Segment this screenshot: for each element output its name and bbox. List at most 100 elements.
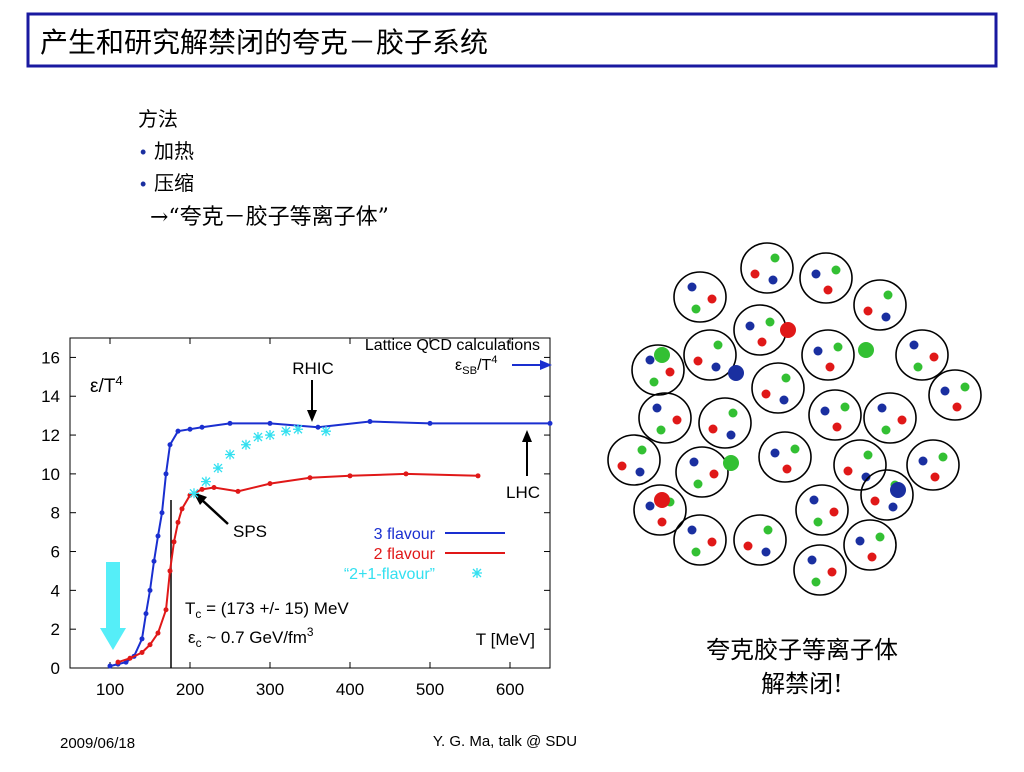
quark [790, 444, 800, 454]
annotation: RHIC [292, 359, 334, 378]
sb-label-part: ε [455, 357, 462, 374]
quark [809, 495, 819, 505]
y-tick-label: 16 [41, 348, 60, 367]
star-point [253, 432, 263, 442]
data-point [167, 568, 173, 574]
hadron [808, 389, 862, 441]
quark [709, 469, 719, 479]
data-point [175, 519, 181, 525]
y-axis-label: ε/T4​ [90, 373, 123, 397]
y-tick-label: 12 [41, 426, 60, 445]
sb-label-part: 4 [491, 354, 497, 366]
quark [888, 502, 898, 512]
quark [770, 448, 780, 458]
x-tick-label: 100 [96, 680, 124, 699]
quark [870, 496, 880, 506]
hadron [833, 439, 887, 491]
x-tick-label: 500 [416, 680, 444, 699]
quark [930, 472, 940, 482]
quark [832, 422, 842, 432]
hadron [631, 344, 685, 396]
quark [863, 306, 873, 316]
quark [843, 466, 853, 476]
y-axis-label-part: 4 [115, 373, 122, 388]
data-point [107, 663, 113, 669]
hadron [683, 329, 737, 381]
hadron [751, 362, 805, 414]
quark [757, 337, 767, 347]
cyan-arrow-head [100, 628, 126, 650]
y-tick-label: 10 [41, 465, 60, 484]
plot-frame [69, 337, 551, 669]
hadron [733, 514, 787, 566]
quark [657, 517, 667, 527]
quark [867, 552, 877, 562]
star-point [189, 488, 199, 499]
data-point [139, 649, 145, 655]
x-tick-label: 200 [176, 680, 204, 699]
quark [637, 445, 647, 455]
arrow-head [522, 430, 532, 442]
quark [761, 547, 771, 557]
quark [813, 346, 823, 356]
data-point [179, 506, 185, 512]
quark [875, 532, 885, 542]
data-point [143, 611, 149, 617]
quark [807, 555, 817, 565]
hadron [673, 271, 727, 323]
legend-label: 3 flavour [374, 526, 436, 543]
ec-text-part: c [196, 636, 202, 650]
hadron [795, 484, 849, 536]
bullet-item: 压缩 [154, 171, 194, 195]
quark [713, 340, 723, 350]
quark [820, 406, 830, 416]
quark [781, 373, 791, 383]
y-tick-label: 8 [51, 504, 60, 523]
quark [689, 457, 699, 467]
ec-text-part: 3 [307, 625, 314, 639]
quark [811, 269, 821, 279]
cyan-arrow [106, 562, 120, 630]
quark [960, 382, 970, 392]
data-point [347, 473, 353, 479]
gluon [728, 365, 744, 381]
tc-text-part: T [185, 599, 195, 618]
slide-title: 产生和研究解禁闭的夸克－胶子系统 [40, 26, 488, 59]
quark [665, 367, 675, 377]
arrow [201, 499, 229, 525]
quark [617, 461, 627, 471]
quark [952, 402, 962, 412]
quark [909, 340, 919, 350]
ec-text: εc​ ~ 0.7 GeV/fm3​ [188, 625, 314, 650]
diagram-caption: 解禁闭! [761, 670, 843, 698]
tc-text-part: c [195, 607, 201, 621]
hadron [895, 329, 949, 381]
sb-label-part: /T [477, 357, 491, 374]
legend-label: “2+1-flavour” [344, 566, 435, 583]
quark [745, 321, 755, 331]
quark [691, 304, 701, 314]
y-tick-label: 4 [51, 581, 60, 600]
x-tick-label: 400 [336, 680, 364, 699]
x-tick-label: 600 [496, 680, 524, 699]
quark [827, 567, 837, 577]
data-point [199, 486, 205, 492]
star-point [213, 463, 223, 474]
y-tick-label: 6 [51, 543, 60, 562]
sb-label-part: SB [462, 365, 477, 377]
hadron [793, 544, 847, 596]
data-point [163, 471, 169, 477]
data-point [163, 607, 169, 613]
data-point [147, 587, 153, 593]
quark [693, 479, 703, 489]
annotation: SPS [233, 522, 267, 541]
hadron [698, 397, 752, 449]
data-point [199, 424, 205, 430]
tc-text-part: = (173 +/- 15) MeV [201, 599, 349, 618]
quark [855, 536, 865, 546]
quark [918, 456, 928, 466]
bullet-dot: • [140, 142, 146, 162]
data-point [315, 424, 321, 430]
data-point [427, 420, 433, 426]
